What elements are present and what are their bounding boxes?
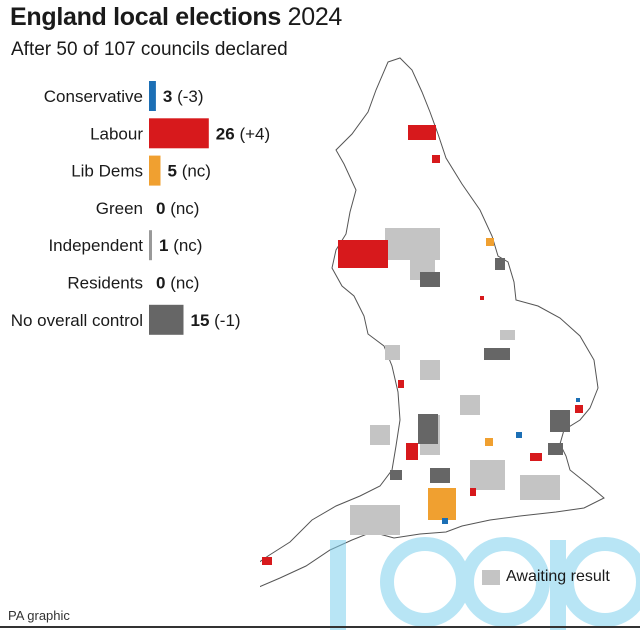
england-council-map — [260, 57, 605, 588]
value-label-no-overall-control: 15 (-1) — [191, 311, 241, 330]
awaiting-region — [460, 395, 480, 415]
labour-region — [408, 125, 436, 140]
value-label-residents: 0 (nc) — [156, 274, 199, 293]
value-label-conservative: 3 (-3) — [163, 87, 204, 106]
awaiting-label: Awaiting result — [506, 568, 610, 585]
labour-region — [480, 296, 484, 300]
labour-region — [398, 380, 404, 388]
conservative-region — [516, 432, 522, 438]
labour-region — [470, 488, 476, 496]
noc-region — [548, 443, 563, 455]
conservative-region — [576, 398, 580, 402]
labour-councils — [262, 125, 583, 565]
awaiting-region — [370, 425, 390, 445]
category-label-conservative: Conservative — [44, 87, 143, 106]
libdem-region — [486, 238, 494, 246]
value-label-lib-dems: 5 (nc) — [168, 162, 211, 181]
labour-region — [406, 443, 418, 460]
conservative-region — [442, 518, 448, 524]
title-main: England local elections — [10, 3, 281, 31]
awaiting-region — [350, 505, 400, 535]
noc-region — [430, 468, 450, 483]
labour-region — [432, 155, 440, 163]
libdem-region — [485, 438, 493, 446]
awaiting-region — [520, 475, 560, 500]
noc-region — [420, 272, 440, 287]
category-label-labour: Labour — [90, 124, 143, 143]
awaiting-region — [385, 345, 400, 360]
title-year: 2024 — [287, 3, 343, 31]
category-label-residents: Residents — [67, 274, 143, 293]
awaiting-swatch — [482, 569, 500, 585]
bar-lib-dems — [149, 155, 161, 186]
category-label-no-overall-control: No overall control — [11, 311, 143, 330]
noc-region — [390, 470, 402, 480]
noc-region — [484, 348, 510, 360]
category-label-lib-dems: Lib Dems — [71, 162, 143, 181]
libdem-region — [428, 488, 456, 520]
bottom-rule — [0, 626, 640, 628]
bar-independent — [149, 230, 152, 261]
awaiting-region — [420, 360, 440, 380]
awaiting-region — [500, 330, 515, 340]
labour-region — [262, 557, 272, 565]
labour-region — [530, 453, 542, 461]
category-label-independent: Independent — [48, 236, 143, 255]
chart-subtitle: After 50 of 107 councils declared — [11, 39, 288, 60]
value-label-labour: 26 (+4) — [216, 124, 270, 143]
results-bar-chart: Conservative 3 (-3) Labour 26 (+4) Lib Dems 5… — [11, 81, 270, 335]
bar-labour — [149, 118, 209, 149]
awaiting-region — [470, 460, 505, 490]
category-label-green: Green — [96, 199, 143, 218]
credit-text: PA graphic — [8, 608, 70, 623]
awaiting-region — [385, 228, 440, 260]
iconic-watermark — [330, 537, 640, 630]
conservative-councils — [442, 398, 580, 524]
noc-councils — [390, 258, 570, 483]
labour-region — [575, 405, 583, 413]
value-label-independent: 1 (nc) — [159, 236, 202, 255]
libdem-councils — [428, 238, 494, 520]
noc-region — [550, 410, 570, 432]
chart-title: England local elections 2024 — [10, 3, 342, 32]
bar-conservative — [149, 81, 156, 111]
noc-region — [495, 258, 505, 270]
bar-no-overall-control — [149, 304, 184, 335]
map-legend: Awaiting result — [482, 568, 610, 586]
value-label-green: 0 (nc) — [156, 199, 199, 218]
labour-region — [338, 240, 388, 268]
noc-region — [418, 414, 438, 444]
